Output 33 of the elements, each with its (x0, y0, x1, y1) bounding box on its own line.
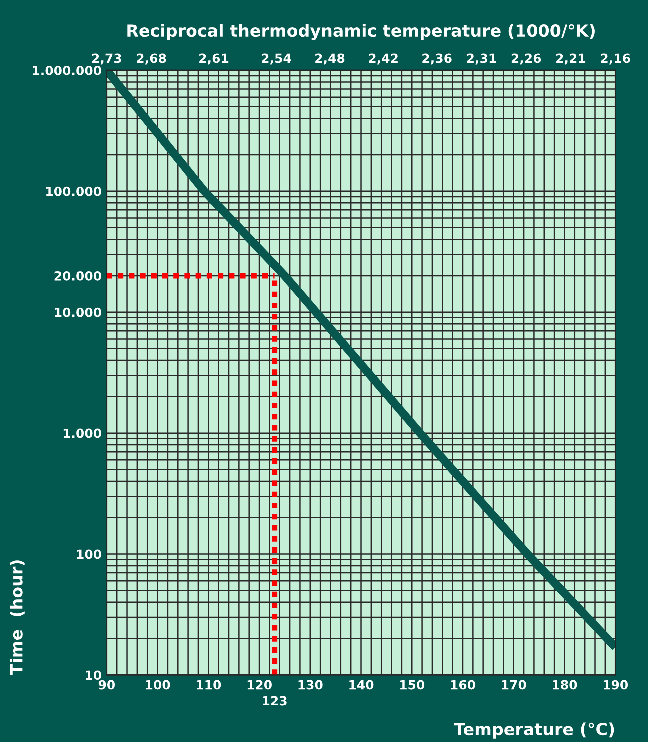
x2-tick-label: 2,36 (422, 54, 452, 65)
x2-tick-label: 2,61 (200, 54, 229, 65)
x2-tick-label: 2,48 (316, 54, 345, 65)
x-axis-title: Temperature (°C) (454, 722, 614, 739)
y-tick-label: 10 (86, 670, 102, 680)
y-tick-label: 100.000 (46, 186, 102, 196)
x-tick-label: 180 (553, 680, 578, 690)
x2-tick-label: 2,73 (92, 54, 122, 65)
y-tick-label: 1.000 (64, 428, 102, 438)
x-tick-label: 150 (400, 680, 425, 690)
x2-tick-label: 2,42 (369, 54, 398, 65)
x2-tick-label: 2,31 (467, 54, 496, 65)
x2-tick-label: 2,54 (262, 54, 292, 65)
x2-tick-label: 2,16 (601, 54, 630, 65)
x-tick-label: 170 (502, 680, 526, 690)
x-tick-label: 160 (451, 680, 476, 690)
x-tick-label: 100 (146, 680, 170, 690)
x2-tick-label: 2,21 (556, 54, 586, 65)
x2-axis-title: Reciprocal thermodynamic temperature (1000/°K) (128, 24, 595, 40)
y-tick-label: 1.000.000 (33, 66, 102, 76)
x-tick-label: 130 (298, 680, 323, 690)
y-tick-label: 10.000 (55, 308, 102, 318)
y-tick-label: 100 (77, 550, 102, 560)
ref-line-label: 123 (263, 696, 287, 706)
x2-tick-label: 2,68 (137, 54, 166, 65)
x-tick-label: 140 (350, 680, 374, 690)
x-tick-label: 190 (604, 680, 628, 690)
y-tick-label: 20.000 (54, 271, 102, 281)
x-tick-label: 120 (248, 680, 272, 690)
x2-tick-label: 2,26 (512, 54, 542, 65)
x-tick-label: 110 (197, 680, 222, 690)
y-axis-title: Time (hour) (10, 560, 25, 676)
x-tick-label: 90 (98, 680, 116, 690)
